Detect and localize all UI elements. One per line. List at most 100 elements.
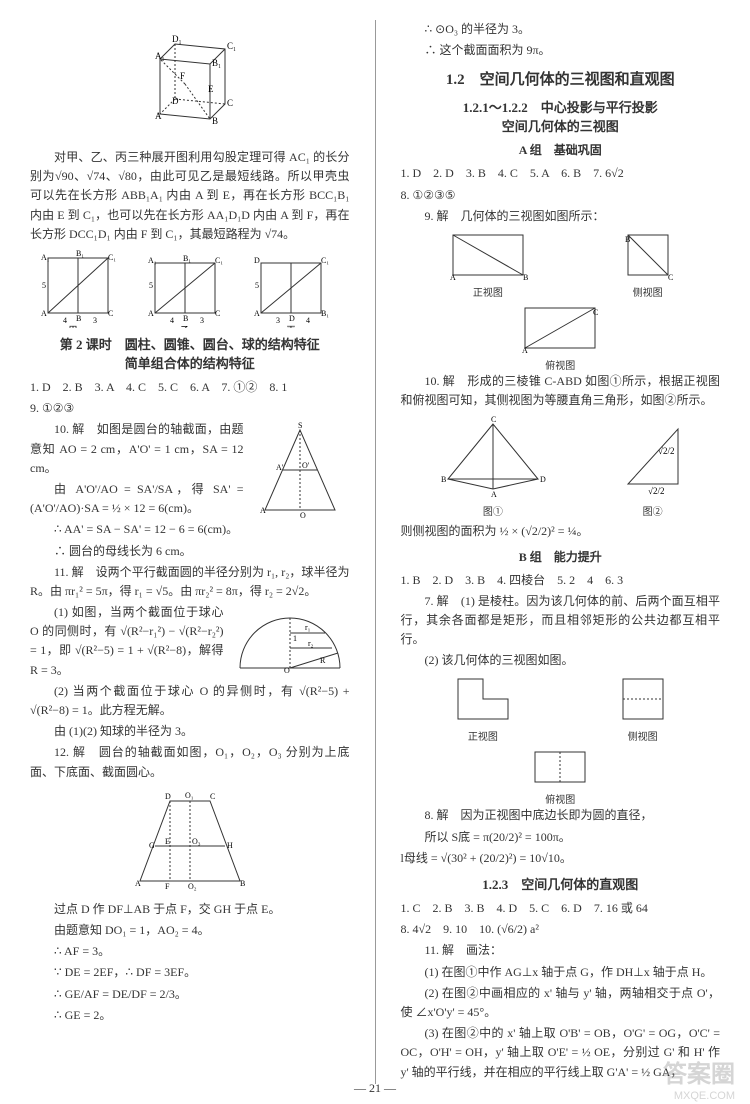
- svg-text:丙: 丙: [287, 325, 296, 328]
- r-p0a: ∴ ⊙O₃ 的半径为 3。: [401, 20, 721, 39]
- svg-text:3: 3: [93, 316, 97, 325]
- p10a: 10. 解 如图是圆台的轴截面，由题意知 AO = 2 cm，A'O' = 1 …: [30, 420, 244, 478]
- svg-text:A: A: [148, 309, 154, 318]
- svg-text:H: H: [227, 841, 233, 850]
- ansA2: 8. ①②③⑤: [401, 186, 721, 205]
- p10c: ∴ AA' = SA − SA' = 12 − 6 = 6(cm)。: [30, 520, 350, 539]
- three-views-2: 正视图 侧视图: [401, 674, 721, 743]
- svg-text:B: B: [240, 879, 245, 888]
- svg-text:A: A: [155, 111, 162, 121]
- svg-text:r₂: r₂: [308, 639, 314, 648]
- svg-text:甲: 甲: [69, 325, 78, 328]
- heading-1-2: 1.2 空间几何体的三视图和直观图: [401, 68, 721, 89]
- heading-group-b: B 组 能力提升: [401, 548, 721, 565]
- svg-text:E: E: [208, 84, 214, 94]
- svg-text:√2/2: √2/2: [648, 486, 664, 496]
- heading-1-2-1: 1.2.1～1.2.2 中心投影与平行投影 空间几何体的三视图: [401, 97, 721, 135]
- svg-text:D: D: [172, 96, 179, 106]
- r-p8c: l母线 = √(30² + (20/2)²) = 10√10。: [401, 849, 721, 868]
- svg-text:R: R: [320, 656, 326, 665]
- svg-text:C₁: C₁: [321, 256, 329, 265]
- top-view-2: 俯视图: [401, 747, 721, 806]
- heading-lesson2: 第 2 课时 圆柱、圆锥、圆台、球的结构特征 简单组合体的结构特征: [30, 334, 350, 372]
- svg-text:O: O: [284, 666, 290, 675]
- svg-text:B₁: B₁: [321, 309, 329, 318]
- svg-text:5: 5: [42, 281, 46, 290]
- p12g: ∴ GE = 2。: [30, 1006, 350, 1025]
- unfold-figures: ABC A₁B₁C₁ 543 甲 ABC A₁B₁C₁ 543 乙: [30, 248, 350, 328]
- svg-text:A₁: A₁: [148, 256, 157, 265]
- frustum-axial-figure: DO₁C GEO₃H AFO₂B: [115, 786, 265, 896]
- svg-text:O₂: O₂: [188, 882, 197, 891]
- ansB: 1. B 2. D 3. B 4. 四棱台 5. 2 4 6. 3: [401, 571, 721, 590]
- r-p8b: 所以 S底 = π(20/2)² = 100π。: [401, 828, 721, 847]
- p12a: 12. 解 圆台的轴截面如图，O₁，O₂，O₃ 分别为上底面、下底面、截面圆心。: [30, 743, 350, 781]
- svg-text:乙: 乙: [180, 325, 189, 328]
- r-p7b: (2) 该几何体的三视图如图。: [401, 651, 721, 670]
- svg-text:C₁: C₁: [108, 253, 116, 262]
- p12c: 由题意知 DO₁ = 1，AO₂ = 4。: [30, 921, 350, 940]
- svg-text:E: E: [165, 837, 170, 846]
- cube-figure: A B C D A₁ B₁ C₁ D₁ E F: [130, 24, 250, 144]
- p10d: ∴ 圆台的母线长为 6 cm。: [30, 542, 350, 561]
- watermark-url: MXQE.COM: [674, 1090, 735, 1102]
- sphere-sections-figure: r₁ r₂ 1 R O: [230, 603, 350, 678]
- r-p11: 11. 解 画法：: [401, 941, 721, 960]
- svg-text:C: C: [108, 309, 113, 318]
- svg-text:A: A: [450, 273, 456, 280]
- svg-text:B: B: [523, 273, 528, 280]
- svg-text:5: 5: [149, 281, 153, 290]
- left-p1: 对甲、乙、丙三种展开图利用勾股定理可得 AC₁ 的长分别为√90、√74、√80…: [30, 148, 350, 244]
- r-p8a: 8. 解 因为正视图中底边长即为圆的直径，: [401, 806, 721, 825]
- svg-text:C: C: [210, 792, 215, 801]
- svg-text:B: B: [441, 475, 446, 484]
- svg-text:B₁: B₁: [212, 58, 221, 68]
- svg-text:B: B: [625, 235, 630, 244]
- svg-text:A: A: [254, 309, 260, 318]
- r-p0b: ∴ 这个截面面积为 9π。: [401, 41, 721, 60]
- r-p11b: (2) 在图②中画相应的 x' 轴与 y' 轴，两轴相交于点 O'，使 ∠x'O…: [401, 984, 721, 1022]
- svg-text:F: F: [180, 71, 185, 81]
- svg-text:B: B: [76, 314, 81, 323]
- svg-text:A₁: A₁: [41, 253, 50, 262]
- svg-text:C₁: C₁: [227, 41, 236, 51]
- svg-text:C₁: C₁: [215, 256, 223, 265]
- svg-text:B: B: [183, 314, 188, 323]
- tetra-figures: CBDA 图① √2/2√2/2 图②: [401, 414, 721, 518]
- svg-text:C: C: [215, 309, 220, 318]
- ans123b: 8. 4√2 9. 10 10. (√6/2) a²: [401, 920, 721, 939]
- svg-text:A': A': [276, 463, 284, 472]
- svg-text:C: C: [593, 308, 598, 317]
- svg-text:S: S: [298, 421, 302, 430]
- svg-text:r₁: r₁: [305, 623, 311, 632]
- svg-text:5: 5: [255, 281, 259, 290]
- svg-text:A: A: [260, 506, 266, 515]
- svg-text:√2/2: √2/2: [658, 446, 674, 456]
- svg-text:G: G: [149, 841, 155, 850]
- heading-group-a: A 组 基础巩固: [401, 141, 721, 158]
- svg-text:D: D: [289, 314, 295, 323]
- svg-text:A: A: [522, 346, 528, 353]
- p11a: 11. 解 设两个平行截面圆的半径分别为 r₁, r₂，球半径为 R。由 πr₁…: [30, 563, 350, 601]
- svg-text:A: A: [491, 490, 497, 499]
- r-p7a: 7. 解 (1) 是棱柱。因为该几何体的前、后两个面互相平行，其余各面都是矩形，…: [401, 592, 721, 650]
- three-views-1: AB 正视图 BC 侧视图: [401, 230, 721, 299]
- p11c: (2) 当两个截面位于球心 O 的异侧时，有 √(R²−5) + √(R²−8)…: [30, 682, 350, 720]
- svg-text:A₁: A₁: [155, 51, 165, 61]
- p12e: ∵ DE = 2EF，∴ DF = 3EF。: [30, 963, 350, 982]
- svg-text:O: O: [300, 511, 306, 520]
- cone-frustum-figure: S A O A' O': [250, 420, 350, 520]
- svg-text:3: 3: [276, 316, 280, 325]
- svg-text:3: 3: [200, 316, 204, 325]
- svg-text:4: 4: [170, 316, 174, 325]
- page-number: — 21 —: [354, 1081, 396, 1096]
- svg-text:O₃: O₃: [192, 837, 201, 846]
- svg-text:4: 4: [63, 316, 67, 325]
- svg-text:O₁: O₁: [185, 791, 194, 800]
- svg-text:C: C: [491, 415, 496, 424]
- r-p10: 10. 解 形成的三棱锥 C-ABD 如图①所示，根据正视图和俯视图可知，其侧视…: [401, 372, 721, 410]
- svg-text:D: D: [540, 475, 546, 484]
- heading-1-2-3: 1.2.3 空间几何体的直观图: [401, 874, 721, 893]
- svg-text:D: D: [165, 792, 171, 801]
- ansA: 1. D 2. D 3. B 4. C 5. A 6. B 7. 6√2: [401, 164, 721, 183]
